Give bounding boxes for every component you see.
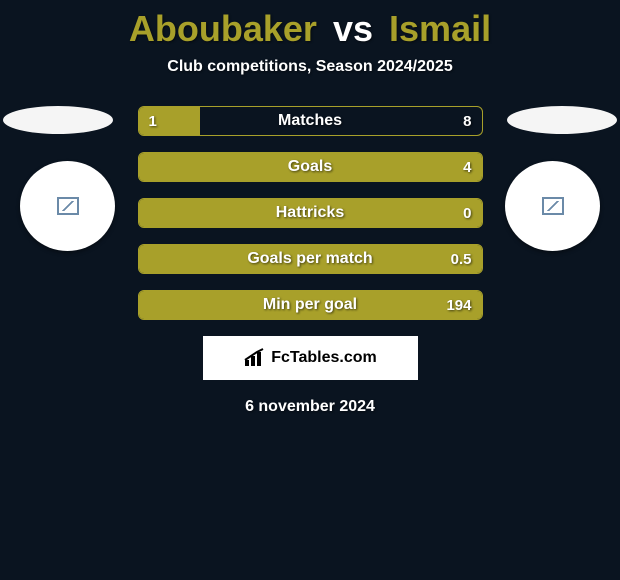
stats-bars: 1Matches8 Goals4 Hattricks0 Goals per match… bbox=[138, 106, 483, 320]
stat-bar: Goals per match0.5 bbox=[138, 244, 483, 274]
team-ellipse-right bbox=[507, 106, 617, 134]
stat-label: Goals per match bbox=[139, 245, 482, 273]
player2-avatar bbox=[505, 161, 600, 251]
comparison-content: 1Matches8 Goals4 Hattricks0 Goals per match… bbox=[0, 106, 620, 416]
stat-label: Goals bbox=[139, 153, 482, 181]
comparison-title: Aboubaker vs Ismail bbox=[0, 0, 620, 50]
stat-value-right: 0.5 bbox=[451, 245, 472, 273]
stat-value-right: 0 bbox=[463, 199, 471, 227]
stat-bar: Min per goal194 bbox=[138, 290, 483, 320]
image-placeholder-icon bbox=[542, 197, 564, 215]
stat-value-right: 194 bbox=[446, 291, 471, 319]
image-placeholder-icon bbox=[57, 197, 79, 215]
chart-icon bbox=[243, 348, 267, 368]
stat-value-right: 4 bbox=[463, 153, 471, 181]
date-text: 6 november 2024 bbox=[0, 398, 620, 416]
stat-bar: Goals4 bbox=[138, 152, 483, 182]
stat-bar: Hattricks0 bbox=[138, 198, 483, 228]
subtitle: Club competitions, Season 2024/2025 bbox=[0, 58, 620, 76]
stat-label: Matches bbox=[139, 107, 482, 135]
source-logo: FcTables.com bbox=[203, 336, 418, 380]
player1-avatar bbox=[20, 161, 115, 251]
logo-text: FcTables.com bbox=[271, 349, 377, 367]
vs-text: vs bbox=[333, 8, 373, 49]
player1-name: Aboubaker bbox=[129, 8, 317, 49]
stat-label: Min per goal bbox=[139, 291, 482, 319]
stat-bar: 1Matches8 bbox=[138, 106, 483, 136]
stat-value-right: 8 bbox=[463, 107, 471, 135]
stat-label: Hattricks bbox=[139, 199, 482, 227]
team-ellipse-left bbox=[3, 106, 113, 134]
player2-name: Ismail bbox=[389, 8, 491, 49]
